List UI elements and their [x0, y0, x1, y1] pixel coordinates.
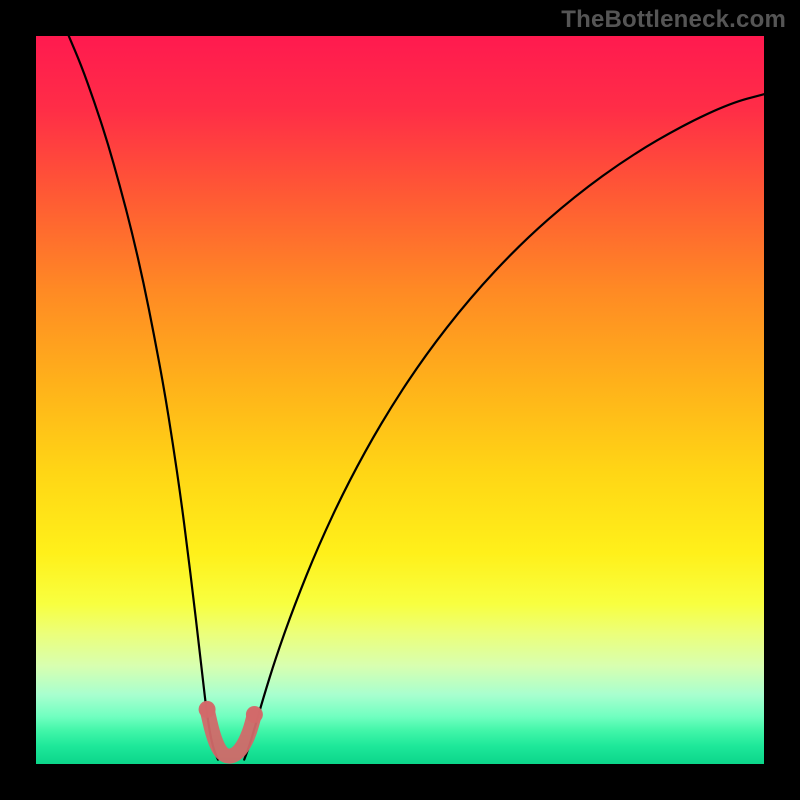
- highlight-end-dot-1: [246, 706, 263, 723]
- plot-svg: [36, 36, 764, 764]
- chart-frame: TheBottleneck.com: [0, 0, 800, 800]
- highlight-end-dot-0: [199, 701, 216, 718]
- plot-area: [36, 36, 764, 764]
- gradient-background: [36, 36, 764, 764]
- watermark-text: TheBottleneck.com: [561, 6, 786, 34]
